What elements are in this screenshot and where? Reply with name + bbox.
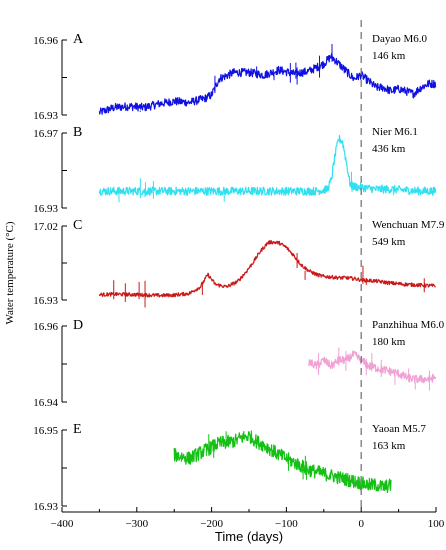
y-tick-label: 16.94 <box>33 397 58 409</box>
panel-letter: B <box>73 125 82 140</box>
event-label: Yaoan M5.7 <box>372 423 426 435</box>
y-tick-label: 16.93 <box>33 110 58 122</box>
panel-e: 16.95 16.93 E Yaoan M5.7 163 km <box>33 422 426 513</box>
x-tick-label: 0 <box>358 518 364 530</box>
event-distance: 436 km <box>372 143 406 155</box>
y-tick-label: 16.97 <box>33 128 58 140</box>
x-tick-label: −200 <box>200 518 223 530</box>
x-tick-label: −400 <box>51 518 74 530</box>
event-distance: 163 km <box>372 440 406 452</box>
series-line <box>98 52 437 115</box>
panel-letter: D <box>73 318 83 333</box>
series-line <box>98 240 436 298</box>
x-tick-label: 100 <box>428 518 445 530</box>
panel-b: 16.97 16.93 B Nier M6.1 436 km <box>33 125 437 215</box>
event-label: Nier M6.1 <box>372 126 418 138</box>
x-axis-title: Time (days) <box>215 529 283 544</box>
y-tick-label: 16.96 <box>33 35 58 47</box>
panel-a: 16.96 16.93 A Dayao M6.0 146 km <box>33 32 437 122</box>
event-label: Panzhihua M6.0 <box>372 319 445 331</box>
event-label: Wenchuan M7.9 <box>372 219 445 231</box>
panel-letter: A <box>73 32 84 47</box>
y-axis-title: Water temperature (°C) <box>4 221 16 324</box>
panel-letter: E <box>73 422 82 437</box>
panels-layer: 16.96 16.93 A Dayao M6.0 146 km 16.97 16.93 B Ni… <box>33 32 445 513</box>
y-tick-label: 16.96 <box>33 321 58 333</box>
event-distance: 146 km <box>372 50 406 62</box>
x-tick-label: −100 <box>275 518 298 530</box>
event-distance: 180 km <box>372 336 406 348</box>
y-tick-label: 16.95 <box>33 425 58 437</box>
y-tick-label: 16.93 <box>33 501 58 513</box>
series-line <box>173 430 392 493</box>
y-tick-label: 16.93 <box>33 203 58 215</box>
event-label: Dayao M6.0 <box>372 33 427 45</box>
panel-letter: C <box>73 218 82 233</box>
series-line <box>308 350 437 384</box>
series-line <box>98 134 437 196</box>
panel-c: 17.02 16.93 C Wenchuan M7.9 549 km <box>33 218 445 308</box>
y-tick-label: 17.02 <box>33 221 58 233</box>
event-distance: 549 km <box>372 236 406 248</box>
x-tick-label: −300 <box>125 518 148 530</box>
x-axis: −400 −300 −200 −100 0 100 <box>51 507 445 530</box>
y-tick-label: 16.93 <box>33 295 58 307</box>
panel-d: 16.96 16.94 D Panzhihua M6.0 180 km <box>33 318 444 409</box>
